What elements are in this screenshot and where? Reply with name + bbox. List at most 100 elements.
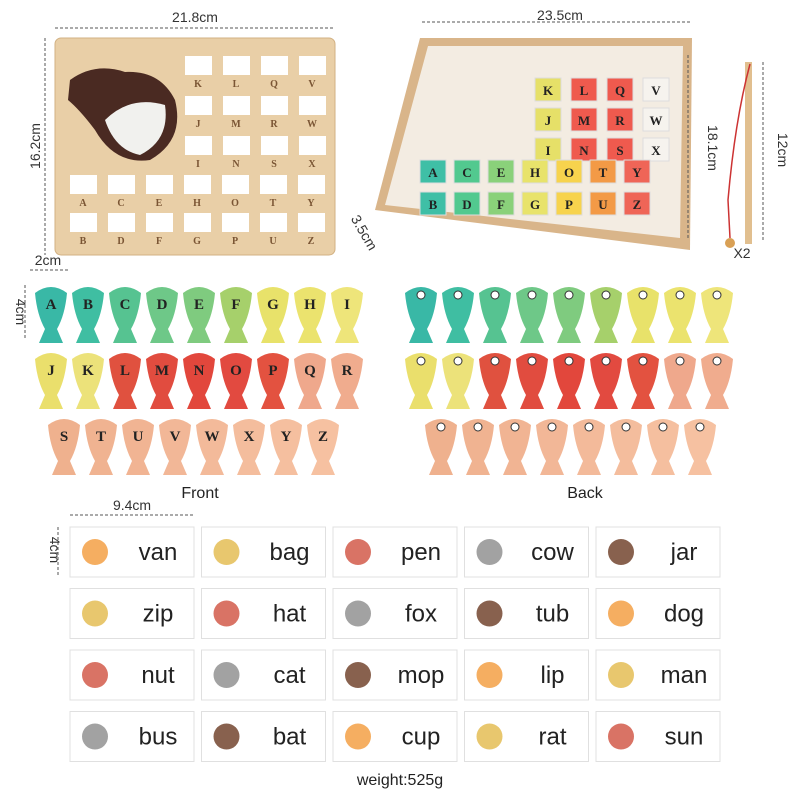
fish-back [627,353,659,409]
fish-back [442,353,474,409]
card-word: rat [538,724,566,751]
letter-slot [185,56,212,75]
tray-letter: C [462,165,471,180]
dimension-label: 12cm [775,133,791,167]
fish-eye [510,422,520,432]
letter-slot [70,213,97,232]
board-letter: T [270,198,277,209]
card-word: pen [401,539,441,566]
letter-slot [299,56,326,75]
card-word: bat [273,724,307,751]
dimension-label: X2 [733,245,750,261]
word-card [69,711,195,762]
letter-tile [453,159,481,184]
board-letter: G [193,236,201,247]
tray-letter: B [429,197,438,212]
letter-tile [521,159,549,184]
tray-letter: V [651,83,661,98]
board-letter: W [307,119,317,130]
letter-tile [606,107,634,132]
card-word: man [661,662,708,689]
tray-letter: H [530,165,540,180]
fish-back [664,353,696,409]
fish-front [159,419,191,475]
letter-slot [298,213,325,232]
fish-front [331,353,363,409]
card-picture [608,723,634,750]
fish-back [442,287,474,343]
fish-letter: Y [281,429,292,445]
tray-letter: F [497,197,505,212]
whale-belly [105,102,166,155]
fish-letter: S [60,429,68,445]
letter-slot [261,56,288,75]
tray-letter: S [616,143,623,158]
fish-back [553,287,585,343]
letter-tile [570,77,598,102]
letter-slot [261,136,288,155]
fish-back [627,287,659,343]
tray-letter: Q [615,83,625,98]
board-letter: Y [307,198,315,209]
fish-front [48,419,80,475]
card-word: cat [273,662,305,689]
card-picture [345,723,371,750]
fish-eye [638,356,648,366]
fish-letter: H [304,297,316,313]
letter-slot [185,96,212,115]
tray-letter: X [651,143,661,158]
card-word: zip [143,601,174,628]
fish-eye [490,356,500,366]
letter-slot [108,175,135,194]
letter-slot [146,175,173,194]
fish-eye [712,290,722,300]
dimension-label: 18.1cm [705,125,721,171]
tray-letter: A [428,165,438,180]
fish-back [684,419,716,475]
tray-letter: Y [632,165,642,180]
card-word: nut [141,662,175,689]
letter-slot [108,213,135,232]
letter-tile [623,191,651,216]
fish-letter: A [46,297,57,313]
fish-front [196,419,228,475]
letter-slot [261,96,288,115]
letter-tile [487,159,515,184]
fish-front [35,287,67,343]
tray-letter: P [565,197,573,212]
fish-letter: X [244,429,255,445]
fish-front [220,353,252,409]
letter-slot [223,96,250,115]
front-label: Front [181,485,219,502]
board-letter: P [232,236,238,247]
tray-letter: I [545,143,550,158]
board-letter: H [193,198,201,209]
fish-back [499,419,531,475]
dimension-label: 2cm [35,252,61,268]
letter-tile [642,77,670,102]
card-picture [345,662,371,688]
fish-back [425,419,457,475]
board-letter: K [194,79,202,90]
fish-letter: B [83,297,93,313]
fish-front [220,287,252,343]
letter-slot [260,175,287,194]
letter-tile [419,191,447,216]
letter-tile [589,191,617,216]
card-picture [82,600,108,627]
tray-letter: Z [633,197,642,212]
letter-tile [521,191,549,216]
fish-back [516,353,548,409]
board-letter: X [308,159,316,170]
board-letter: D [117,236,124,247]
fish-back [590,287,622,343]
card-picture [213,723,240,750]
board-letter: L [233,79,240,90]
fish-letter: R [342,363,353,379]
fish-eye [473,422,483,432]
fish-front [270,419,302,475]
fish-eye [621,422,631,432]
fish-letter: C [120,297,131,313]
fish-eye [527,290,537,300]
